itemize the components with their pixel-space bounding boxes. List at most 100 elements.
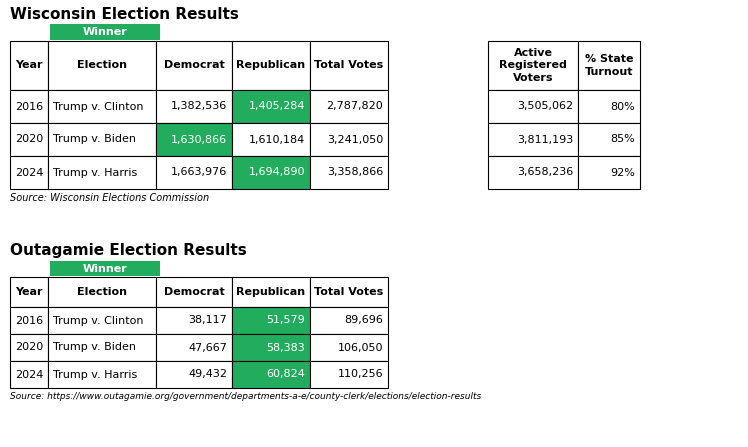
Text: Winner: Winner xyxy=(82,27,127,37)
Text: 3,358,866: 3,358,866 xyxy=(327,168,383,177)
Bar xyxy=(156,277,232,307)
Text: Trump v. Clinton: Trump v. Clinton xyxy=(53,101,144,111)
Text: Trump v. Biden: Trump v. Biden xyxy=(53,135,136,144)
Text: 3,505,062: 3,505,062 xyxy=(517,101,573,111)
Text: 2024: 2024 xyxy=(15,370,43,380)
Text: Republican: Republican xyxy=(236,287,306,297)
Bar xyxy=(10,90,48,123)
Bar xyxy=(232,41,310,90)
Text: Total Votes: Total Votes xyxy=(314,287,384,297)
Text: 3,658,236: 3,658,236 xyxy=(517,168,573,177)
Bar xyxy=(578,123,640,156)
Bar xyxy=(156,41,232,90)
Text: 80%: 80% xyxy=(610,101,635,111)
Text: Source: https://www.outagamie.org/government/departments-a-e/county-clerk/electi: Source: https://www.outagamie.org/govern… xyxy=(10,392,481,401)
Text: 1,663,976: 1,663,976 xyxy=(171,168,227,177)
Bar xyxy=(232,307,310,334)
Bar xyxy=(232,123,310,156)
Text: Winner: Winner xyxy=(82,263,127,274)
Text: Source: Wisconsin Elections Commission: Source: Wisconsin Elections Commission xyxy=(10,193,209,203)
Text: Democrat: Democrat xyxy=(164,287,224,297)
Text: Total Votes: Total Votes xyxy=(314,60,384,71)
Bar xyxy=(232,334,310,361)
Bar xyxy=(156,123,232,156)
Text: Democrat: Democrat xyxy=(164,60,224,71)
Bar xyxy=(48,277,156,307)
Bar xyxy=(232,90,310,123)
Bar xyxy=(156,90,232,123)
Text: Trump v. Harris: Trump v. Harris xyxy=(53,168,137,177)
Bar xyxy=(156,361,232,388)
Text: 47,667: 47,667 xyxy=(188,342,227,353)
Bar xyxy=(48,123,156,156)
Bar xyxy=(488,123,578,156)
Bar xyxy=(232,361,310,388)
Bar xyxy=(10,307,48,334)
Text: 2020: 2020 xyxy=(15,342,43,353)
Bar xyxy=(156,156,232,189)
Bar xyxy=(310,277,388,307)
Text: 49,432: 49,432 xyxy=(188,370,227,380)
Text: 2,787,820: 2,787,820 xyxy=(326,101,383,111)
Bar xyxy=(310,361,388,388)
Text: 38,117: 38,117 xyxy=(188,316,227,325)
Text: Trump v. Clinton: Trump v. Clinton xyxy=(53,316,144,325)
Text: Election: Election xyxy=(77,287,127,297)
Text: 85%: 85% xyxy=(610,135,635,144)
Bar xyxy=(10,41,48,90)
Text: 2016: 2016 xyxy=(15,316,43,325)
Bar xyxy=(48,156,156,189)
Text: 51,579: 51,579 xyxy=(266,316,305,325)
Text: 2016: 2016 xyxy=(15,101,43,111)
Text: Wisconsin Election Results: Wisconsin Election Results xyxy=(10,7,239,22)
Bar xyxy=(232,156,310,189)
Text: 2020: 2020 xyxy=(15,135,43,144)
Bar xyxy=(10,277,48,307)
Text: 89,696: 89,696 xyxy=(344,316,383,325)
Text: 1,630,866: 1,630,866 xyxy=(171,135,227,144)
Text: 2024: 2024 xyxy=(15,168,43,177)
Bar xyxy=(50,24,160,40)
Text: 92%: 92% xyxy=(610,168,635,177)
Bar xyxy=(488,41,578,90)
Bar xyxy=(232,277,310,307)
Text: 3,811,193: 3,811,193 xyxy=(517,135,573,144)
Text: Outagamie Election Results: Outagamie Election Results xyxy=(10,243,247,258)
Text: Year: Year xyxy=(15,60,43,71)
Text: 1,694,890: 1,694,890 xyxy=(248,168,305,177)
Bar xyxy=(10,334,48,361)
Text: Trump v. Harris: Trump v. Harris xyxy=(53,370,137,380)
Text: 106,050: 106,050 xyxy=(337,342,383,353)
Text: Election: Election xyxy=(77,60,127,71)
Bar xyxy=(48,41,156,90)
Text: Trump v. Biden: Trump v. Biden xyxy=(53,342,136,353)
Text: 1,610,184: 1,610,184 xyxy=(249,135,305,144)
Bar xyxy=(10,361,48,388)
Text: % State
Turnout: % State Turnout xyxy=(585,54,634,77)
Bar xyxy=(310,334,388,361)
Text: 1,405,284: 1,405,284 xyxy=(248,101,305,111)
Bar xyxy=(488,90,578,123)
Text: Active
Registered
Voters: Active Registered Voters xyxy=(499,48,567,83)
Bar xyxy=(310,307,388,334)
Bar xyxy=(310,90,388,123)
Bar xyxy=(310,156,388,189)
Text: Republican: Republican xyxy=(236,60,306,71)
Text: 110,256: 110,256 xyxy=(337,370,383,380)
Bar xyxy=(50,261,160,276)
Bar xyxy=(48,361,156,388)
Bar xyxy=(48,334,156,361)
Bar xyxy=(578,41,640,90)
Bar xyxy=(48,90,156,123)
Bar xyxy=(48,307,156,334)
Bar xyxy=(10,123,48,156)
Text: 3,241,050: 3,241,050 xyxy=(327,135,383,144)
Text: 58,383: 58,383 xyxy=(266,342,305,353)
Bar xyxy=(578,90,640,123)
Bar xyxy=(310,123,388,156)
Bar xyxy=(10,156,48,189)
Text: Year: Year xyxy=(15,287,43,297)
Text: 1,382,536: 1,382,536 xyxy=(171,101,227,111)
Bar xyxy=(310,41,388,90)
Bar xyxy=(156,307,232,334)
